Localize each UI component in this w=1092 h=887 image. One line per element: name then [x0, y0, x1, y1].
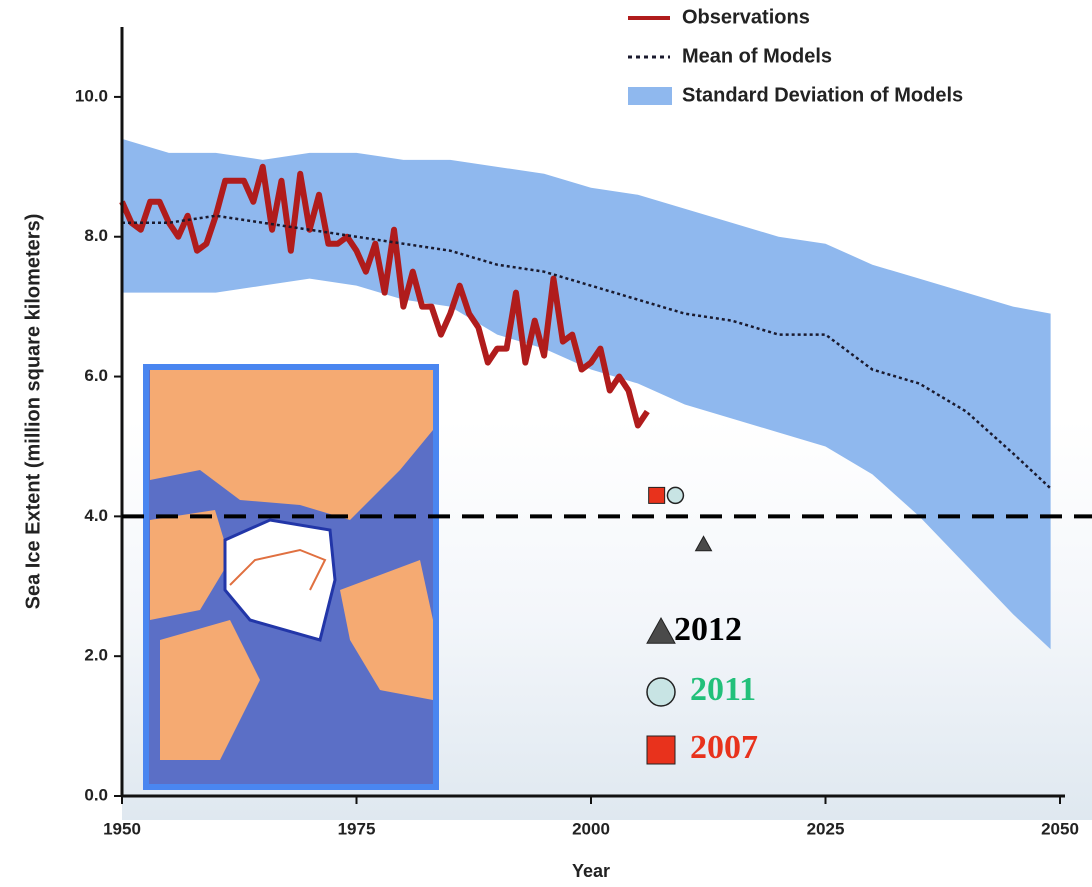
legend-label: Observations	[682, 6, 810, 28]
key-marker	[647, 736, 675, 764]
legend-label: Mean of Models	[682, 45, 832, 67]
y-tick-label: 10.0	[75, 86, 108, 105]
legend-swatch	[628, 87, 672, 105]
y-tick-label: 0.0	[84, 785, 108, 804]
key-marker	[647, 678, 675, 706]
inset-map	[146, 367, 436, 787]
legend-label: Standard Deviation of Models	[682, 84, 963, 106]
x-tick-label: 2050	[1041, 819, 1079, 838]
point-marker	[649, 487, 665, 503]
y-tick-label: 8.0	[84, 226, 108, 245]
point-label: 2011	[690, 671, 756, 708]
point-label: 2007	[690, 729, 758, 766]
x-tick-label: 1950	[103, 819, 141, 838]
y-tick-label: 6.0	[84, 366, 108, 385]
x-tick-label: 2025	[807, 819, 845, 838]
x-tick-label: 1975	[338, 819, 376, 838]
chart: 0.0 2.0 4.0 6.0 8.0 10.0 1950 1975 2000 2025 2050 Y…	[0, 0, 1092, 882]
x-axis-label: Year	[572, 861, 610, 881]
point-label: 2012	[674, 611, 742, 648]
x-tick-label: 2000	[572, 819, 610, 838]
point-marker	[667, 487, 683, 503]
y-tick-label: 4.0	[84, 506, 108, 525]
y-tick-label: 2.0	[84, 646, 108, 665]
y-axis-label: Sea Ice Extent (million square kilometer…	[22, 214, 44, 610]
